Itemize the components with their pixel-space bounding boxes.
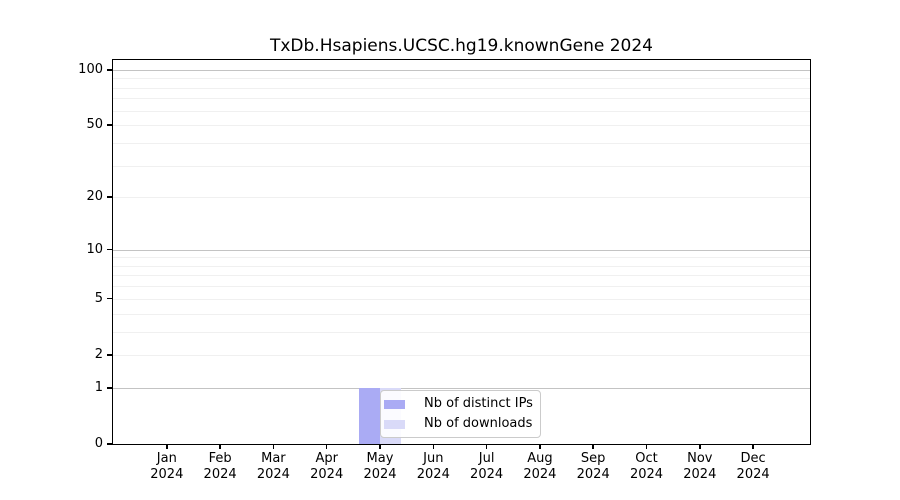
x-axis-tick — [325, 444, 328, 449]
y-axis-tick-label: 50 — [86, 117, 103, 133]
x-axis-tick — [752, 444, 754, 449]
legend-label: Nb of downloads — [424, 416, 533, 431]
y-axis-tick-label: 0 — [94, 436, 103, 451]
gridline-major — [113, 69, 810, 71]
legend-entry: Nb of downloads — [384, 415, 533, 433]
gridline-minor — [113, 313, 810, 315]
x-tick-month: Dec — [740, 451, 766, 466]
x-axis-tick — [432, 444, 435, 449]
x-tick-year: 2024 — [203, 466, 237, 482]
gridline-minor — [113, 286, 810, 288]
x-tick-year: 2024 — [736, 466, 770, 482]
x-axis-tick — [272, 444, 275, 449]
x-tick-year: 2024 — [523, 466, 557, 482]
x-axis-tick — [485, 444, 488, 449]
y-axis-tick — [107, 387, 113, 389]
y-axis-tick — [107, 297, 113, 300]
x-axis-tick — [592, 444, 594, 449]
gridline-minor — [113, 125, 810, 127]
x-tick-month: Apr — [315, 451, 338, 466]
legend: Nb of distinct IPs Nb of downloads — [380, 390, 541, 438]
x-tick-month: Feb — [208, 451, 232, 466]
chart-title: TxDb.Hsapiens.UCSC.hg19.knownGene 2024 — [269, 36, 653, 56]
gridline-minor — [113, 275, 810, 277]
x-axis-tick-label: Apr 2024 — [295, 451, 359, 482]
gridline-major — [113, 387, 810, 389]
x-tick-year: 2024 — [683, 466, 717, 482]
x-axis-tick-label: Nov 2024 — [668, 451, 732, 482]
y-axis-tick-label: 5 — [94, 290, 103, 306]
legend-swatch — [384, 399, 405, 409]
legend-entry: Nb of distinct IPs — [384, 395, 533, 413]
x-axis-tick-label: Jan 2024 — [135, 451, 199, 482]
x-axis-tick — [645, 444, 648, 449]
y-axis-tick — [107, 248, 113, 251]
x-tick-month: Sep — [580, 451, 606, 466]
y-axis-tick — [107, 354, 113, 356]
x-tick-year: 2024 — [363, 466, 397, 482]
plot-area: Nb of distinct IPs Nb of downloads 0 1 2 5 10… — [78, 59, 811, 482]
x-tick-year: 2024 — [416, 466, 450, 482]
gridline-minor — [113, 142, 810, 144]
bar-nb-of-distinct-ips-may-2024 — [359, 387, 380, 444]
gridline-minor — [113, 298, 810, 300]
x-axis-tick-label: Sep 2024 — [561, 451, 625, 482]
y-axis-tick-label: 20 — [86, 189, 103, 205]
x-axis-tick — [539, 444, 541, 449]
x-tick-year: 2024 — [470, 466, 504, 482]
x-axis-tick-label: May 2024 — [348, 451, 412, 482]
x-axis-tick-label: Dec 2024 — [721, 451, 785, 482]
x-axis-tick-label: Mar 2024 — [241, 451, 305, 482]
gridline-minor — [113, 265, 810, 267]
gridline-minor — [113, 257, 810, 259]
x-tick-month: Mar — [261, 451, 286, 466]
x-tick-year: 2024 — [629, 466, 664, 482]
gridline-minor — [113, 98, 810, 100]
x-axis-tick — [219, 444, 221, 449]
y-axis-tick — [107, 69, 113, 71]
x-tick-month: Aug — [527, 451, 553, 466]
gridline-minor — [113, 110, 810, 112]
y-axis-tick — [107, 124, 113, 126]
gridline-minor — [113, 78, 810, 80]
x-tick-month: Jan — [156, 451, 177, 466]
gridline-minor — [113, 87, 810, 89]
x-axis-tick — [699, 444, 701, 449]
legend-swatch — [384, 419, 405, 429]
x-axis-tick-label: Aug 2024 — [508, 451, 572, 482]
y-axis-tick-label: 2 — [94, 346, 103, 362]
x-tick-month: Jun — [423, 451, 444, 466]
y-axis-tick — [107, 443, 113, 445]
x-tick-year: 2024 — [150, 466, 184, 482]
gridline-minor — [113, 165, 810, 167]
gridline-minor — [113, 331, 810, 333]
legend-label: Nb of distinct IPs — [424, 396, 533, 411]
x-axis-tick-label: Feb 2024 — [188, 451, 252, 482]
x-tick-month: Jul — [478, 451, 495, 466]
x-tick-month: Oct — [635, 451, 658, 466]
gridline-minor — [113, 197, 810, 199]
x-tick-year: 2024 — [576, 466, 610, 482]
x-axis-tick — [166, 444, 168, 449]
x-tick-year: 2024 — [310, 466, 344, 482]
x-tick-month: May — [366, 451, 394, 466]
x-axis-tick-label: Jul 2024 — [455, 451, 519, 482]
x-axis-tick — [379, 444, 381, 449]
x-axis-tick-label: Oct 2024 — [615, 451, 679, 482]
y-axis-tick-label: 100 — [78, 61, 103, 77]
y-axis-tick — [107, 196, 113, 198]
x-tick-year: 2024 — [256, 466, 290, 482]
gridline-major — [113, 249, 810, 251]
y-axis-tick-label: 10 — [86, 241, 103, 257]
x-tick-month: Nov — [687, 451, 713, 466]
y-axis-tick-label: 1 — [94, 379, 103, 395]
gridline-minor — [113, 354, 810, 356]
x-axis-tick-label: Jun 2024 — [401, 451, 465, 482]
